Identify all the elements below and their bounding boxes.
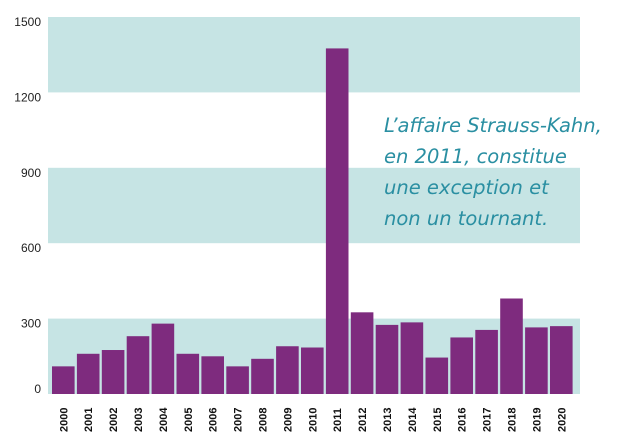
bar-2019 bbox=[525, 327, 548, 394]
x-tick-label: 2015 bbox=[432, 408, 444, 432]
bar-2014 bbox=[400, 322, 424, 394]
bars bbox=[52, 48, 573, 395]
bar-2005 bbox=[176, 353, 200, 394]
x-tick-label: 2008 bbox=[258, 408, 270, 432]
bar-2000 bbox=[52, 366, 75, 394]
x-tick-label: 2002 bbox=[108, 408, 120, 432]
background-band bbox=[48, 17, 580, 93]
x-tick-label: 2001 bbox=[83, 408, 95, 432]
x-tick-label: 2003 bbox=[133, 408, 145, 432]
y-tick-label: 0 bbox=[34, 382, 41, 396]
x-tick-label: 2019 bbox=[531, 408, 543, 432]
bar-2016 bbox=[450, 337, 473, 394]
x-tick-label: 2016 bbox=[457, 408, 469, 432]
annotation-line: L’affaire Strauss-Kahn, bbox=[384, 114, 602, 137]
x-tick-label: 2004 bbox=[158, 407, 170, 432]
background-band bbox=[48, 167, 580, 244]
y-tick-label: 600 bbox=[21, 241, 41, 255]
x-tick-label: 2020 bbox=[556, 408, 568, 432]
bar-2007 bbox=[226, 366, 249, 394]
x-tick-label: 2005 bbox=[183, 408, 195, 432]
bar-2006 bbox=[201, 356, 224, 394]
annotation-line: non un tournant. bbox=[384, 207, 549, 230]
bar-2010 bbox=[301, 347, 324, 394]
y-axis-ticks: 0 300 600 900 1200 1500 bbox=[14, 15, 41, 396]
x-tick-label: 2006 bbox=[208, 408, 220, 432]
annotation-line: en 2011, constitue bbox=[384, 145, 567, 168]
x-tick-label: 2018 bbox=[507, 408, 519, 432]
x-tick-label: 2000 bbox=[58, 408, 70, 432]
bar-2013 bbox=[375, 324, 399, 394]
y-tick-label: 1200 bbox=[14, 90, 41, 104]
bar-2002 bbox=[101, 350, 125, 394]
bar-2018 bbox=[500, 298, 523, 394]
y-tick-label: 300 bbox=[21, 317, 41, 331]
bar-2009 bbox=[276, 346, 299, 394]
bar-2003 bbox=[126, 336, 150, 394]
x-tick-label: 2017 bbox=[482, 408, 494, 432]
y-tick-label: 900 bbox=[21, 166, 41, 180]
x-tick-label: 2007 bbox=[233, 408, 245, 432]
chart-annotation: L’affaire Strauss-Kahn, en 2011, constit… bbox=[384, 110, 620, 234]
y-tick-label: 1500 bbox=[14, 15, 41, 29]
x-tick-label: 2009 bbox=[282, 408, 294, 432]
bar-2017 bbox=[475, 329, 498, 394]
bar-2008 bbox=[251, 358, 274, 394]
x-axis-ticks: 2000 2001 2002 2003 2004 2005 2006 2007 2008 2009… bbox=[58, 407, 568, 432]
annotation-line: une exception et bbox=[384, 176, 549, 199]
x-tick-label: 2010 bbox=[307, 408, 319, 432]
bar-2012 bbox=[350, 312, 374, 394]
bar-2020 bbox=[550, 326, 573, 394]
x-tick-label: 2012 bbox=[357, 408, 369, 432]
bar-2011 bbox=[325, 48, 349, 395]
bar-2001 bbox=[76, 353, 100, 394]
bar-2004 bbox=[151, 323, 175, 394]
bar-2015 bbox=[425, 357, 449, 394]
x-tick-label: 2013 bbox=[382, 408, 394, 432]
x-tick-label: 2011 bbox=[332, 408, 344, 432]
x-tick-label: 2014 bbox=[407, 407, 419, 432]
